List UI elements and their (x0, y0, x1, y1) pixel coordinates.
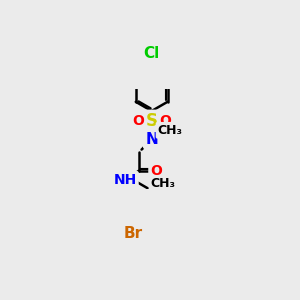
Text: S: S (146, 112, 158, 130)
Text: Br: Br (124, 226, 143, 241)
Text: Cl: Cl (143, 46, 160, 62)
Text: N: N (145, 132, 158, 147)
Text: CH₃: CH₃ (158, 124, 183, 137)
Text: NH: NH (113, 173, 136, 187)
Text: CH₃: CH₃ (151, 177, 175, 190)
Text: O: O (160, 114, 171, 128)
Text: O: O (132, 114, 144, 128)
Text: O: O (150, 164, 162, 178)
